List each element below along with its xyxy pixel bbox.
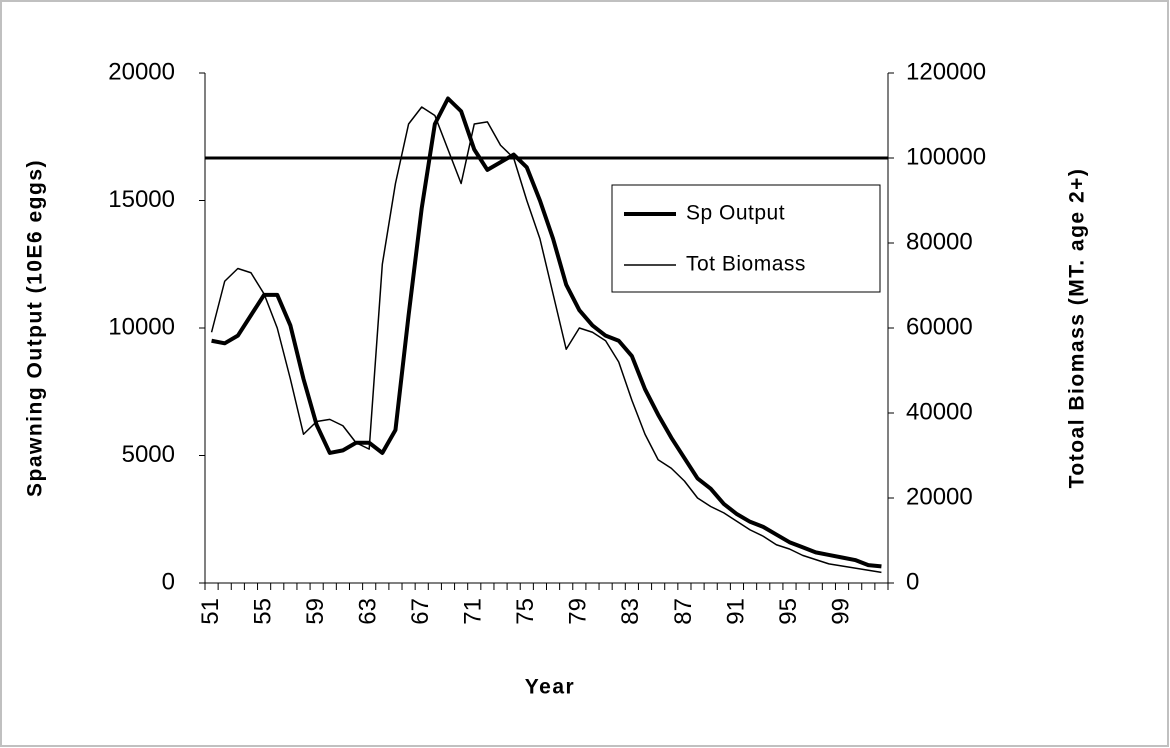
legend-label: Sp Output — [686, 202, 785, 225]
y2-tick-label: 80000 — [906, 228, 973, 255]
y2-tick-label: 40000 — [906, 398, 973, 425]
y-tick-label: 0 — [162, 568, 175, 595]
y2-tick-label: 0 — [906, 568, 919, 595]
y2-tick-label: 100000 — [906, 143, 986, 170]
y-tick-label: 10000 — [108, 313, 175, 340]
x-tick-label: 83 — [617, 598, 644, 625]
y-axis-title: Spawning Output (10E6 eggs) — [24, 159, 47, 497]
y2-tick-label: 20000 — [906, 483, 973, 510]
x-tick-label: 71 — [460, 598, 487, 625]
x-tick-label: 87 — [670, 598, 697, 625]
y-tick-label: 15000 — [108, 186, 175, 213]
x-tick-label: 55 — [249, 598, 276, 625]
x-tick-label: 79 — [565, 598, 592, 625]
x-tick-label: 99 — [827, 598, 854, 625]
series-line — [210, 106, 882, 574]
x-tick-label: 67 — [407, 598, 434, 625]
y2-tick-label: 120000 — [906, 58, 986, 85]
x-tick-label: 75 — [512, 598, 539, 625]
legend-label: Tot Biomass — [686, 253, 806, 276]
y-tick-label: 5000 — [122, 441, 175, 468]
series-line — [211, 96, 882, 569]
x-axis-title: Year — [525, 676, 575, 699]
y-tick-label: 20000 — [108, 58, 175, 85]
x-tick-label: 95 — [775, 598, 802, 625]
y2-axis-title: Totoal Biomass (MT. age 2+) — [1066, 168, 1089, 489]
x-tick-label: 63 — [355, 598, 382, 625]
x-tick-label: 59 — [302, 598, 329, 625]
legend-box — [611, 184, 881, 293]
x-tick-label: 91 — [722, 598, 749, 625]
x-tick-label: 51 — [197, 598, 224, 625]
y2-tick-label: 60000 — [906, 313, 973, 340]
